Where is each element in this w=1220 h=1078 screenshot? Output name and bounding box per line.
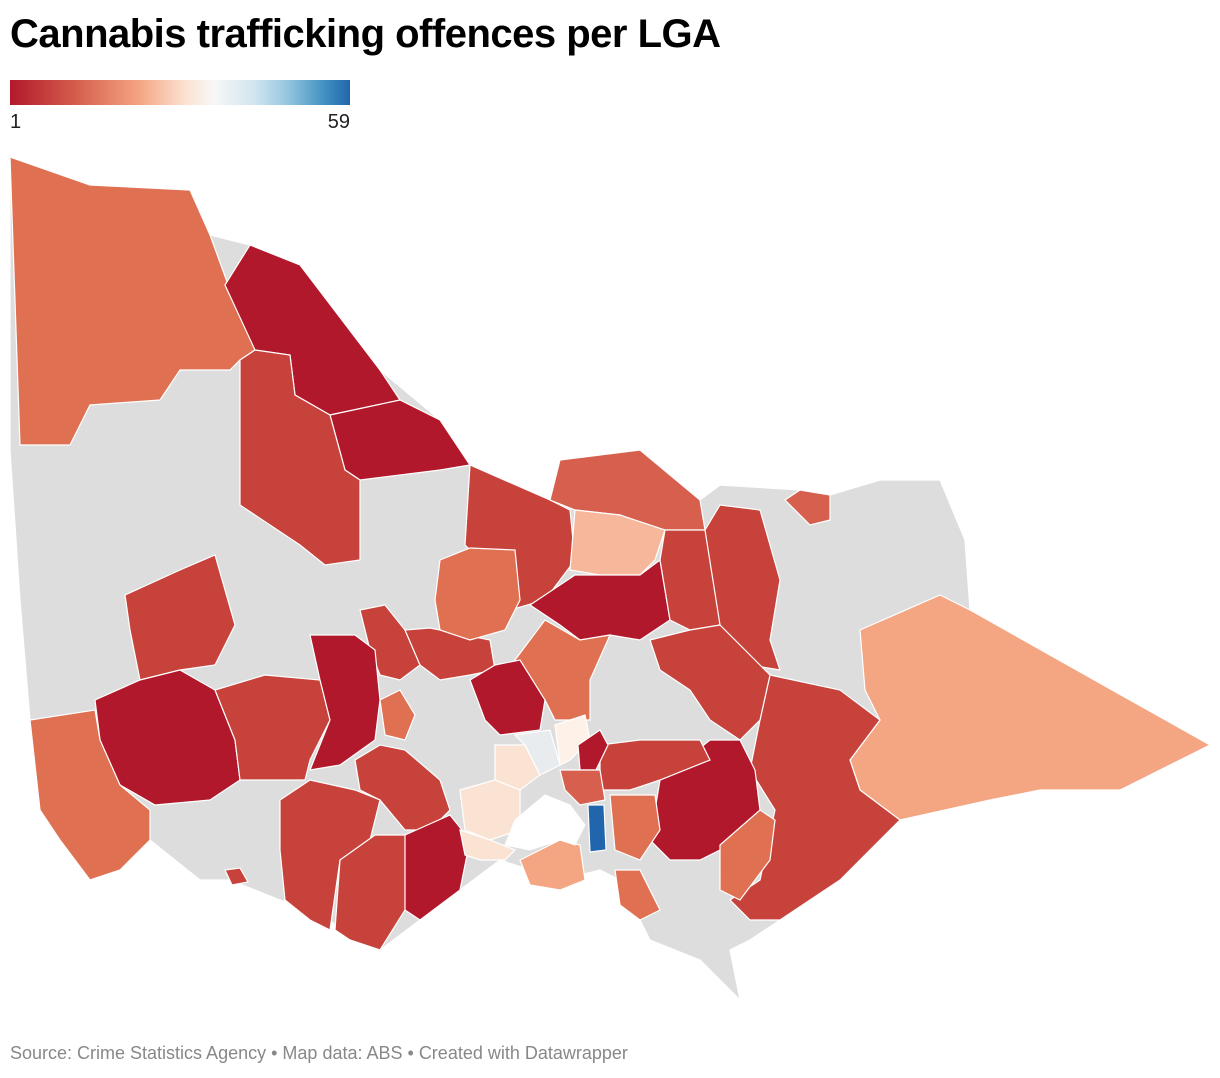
region-gannawarra: [329, 399, 472, 481]
region-metro-red-north: [577, 729, 609, 771]
datawrapper-credit-link[interactable]: Created with Datawrapper: [418, 1043, 628, 1063]
region-metro-red-mix: [559, 769, 606, 806]
region-northern-grampians: [124, 554, 236, 681]
region-wellington: [729, 674, 901, 921]
region-metro-paleblue: [513, 729, 561, 776]
legend-min-label: 1: [10, 111, 22, 133]
region-cardinia: [609, 794, 661, 861]
region-east-gippsland: [849, 594, 1212, 821]
region-glenelg: [29, 709, 151, 881]
map-data-label: Map data: ABS: [282, 1043, 403, 1063]
region-moyne: [224, 867, 249, 886]
legend-gradient-bar: [10, 80, 350, 105]
map-title: Cannabis trafficking offences per LGA: [10, 12, 721, 56]
region-ararat: [214, 674, 331, 781]
region-buloke: [239, 349, 361, 566]
region-macedon: [469, 659, 546, 736]
footer-credits: Source: Crime Statistics Agency • Map da…: [10, 1043, 628, 1064]
region-surf-coast: [404, 814, 471, 921]
region-strathbogie: [514, 619, 612, 721]
region-pyrenees: [309, 634, 381, 771]
region-towong: [784, 489, 831, 526]
region-latrobe: [719, 809, 776, 901]
legend-max-label: 59: [327, 111, 350, 133]
region-mildura: [9, 156, 256, 446]
region-mansfield: [649, 624, 771, 741]
region-greater-shepparton: [528, 558, 671, 641]
source-label: Source: Crime Statistics Agency: [10, 1043, 267, 1063]
choropleth-map: [9, 156, 1212, 1002]
region-mount-alexander: [434, 547, 521, 641]
region-hepburn: [379, 689, 416, 741]
region-blue-max: [587, 804, 607, 853]
region-benalla: [569, 509, 666, 576]
region-geelong: [459, 829, 517, 861]
color-legend: 1 59: [10, 80, 350, 133]
region-metro-pale-1: [494, 744, 541, 791]
port-phillip-bay: [504, 794, 586, 851]
region-bass-coast: [614, 869, 661, 921]
footer-separator: •: [266, 1043, 283, 1063]
footer-separator: •: [402, 1043, 419, 1063]
region-yarra-ranges: [599, 739, 711, 791]
